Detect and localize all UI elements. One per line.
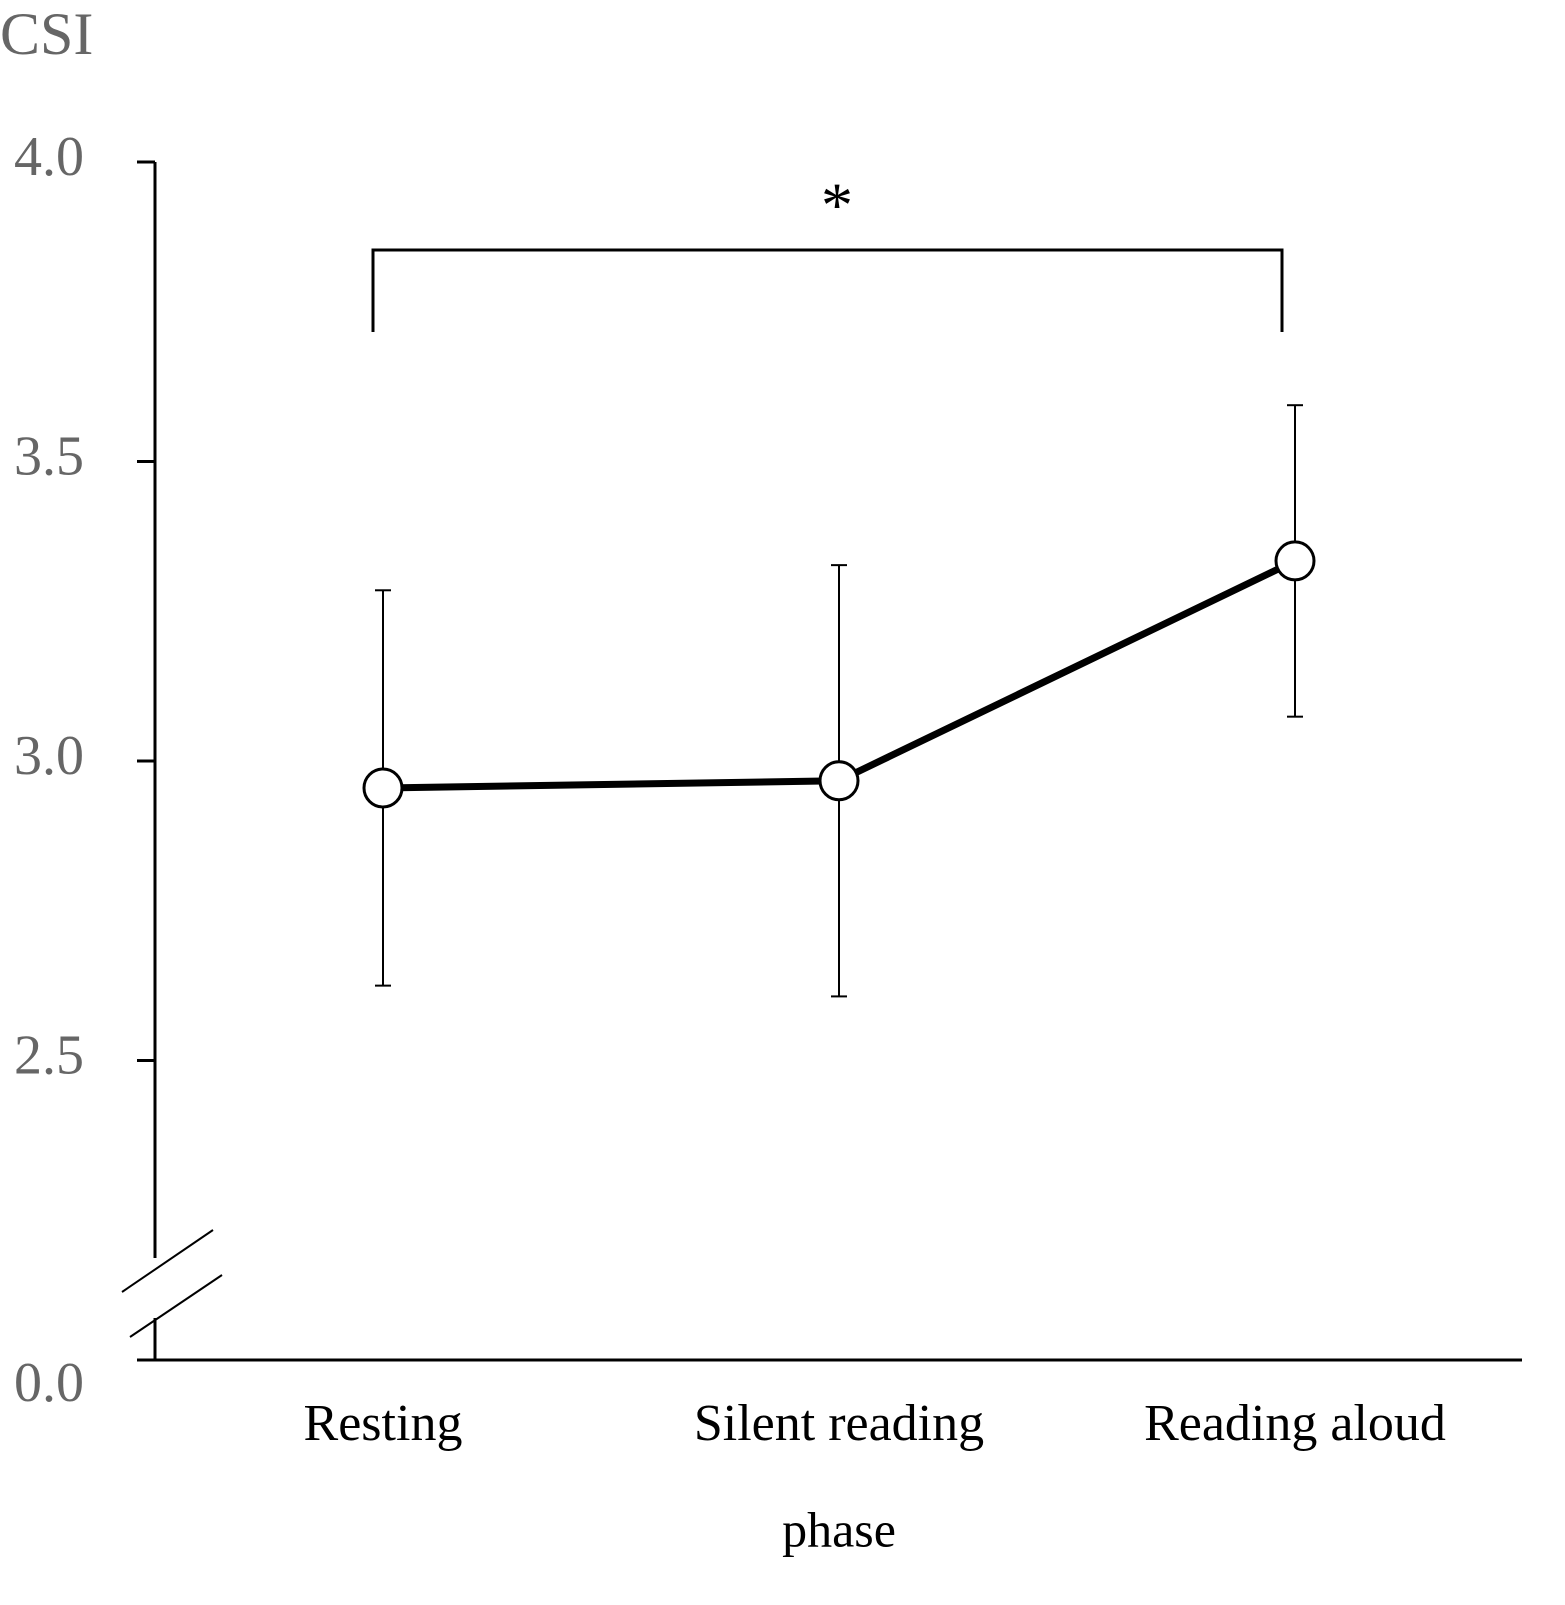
y-tick-label: 3.0	[14, 725, 84, 787]
significance-bracket	[371, 248, 1284, 332]
y-axis-label: CSI	[0, 1, 93, 67]
significance-marker: *	[821, 170, 853, 241]
x-tick-label: Reading aloud	[1144, 1395, 1446, 1452]
y-tick-label: 4.0	[14, 126, 84, 188]
y-tick-label: 3.5	[14, 425, 84, 487]
axis-break	[121, 1229, 214, 1293]
axis-break	[129, 1274, 223, 1338]
point	[818, 760, 860, 802]
y-tick-label: 2.5	[14, 1024, 84, 1086]
x-tick-label: Silent reading	[694, 1395, 984, 1452]
y-tick-label: 0.0	[14, 1352, 84, 1414]
x-axis-label: phase	[782, 1501, 896, 1557]
x-tick-label: Resting	[304, 1395, 463, 1452]
point	[1274, 540, 1316, 582]
point	[362, 767, 404, 809]
